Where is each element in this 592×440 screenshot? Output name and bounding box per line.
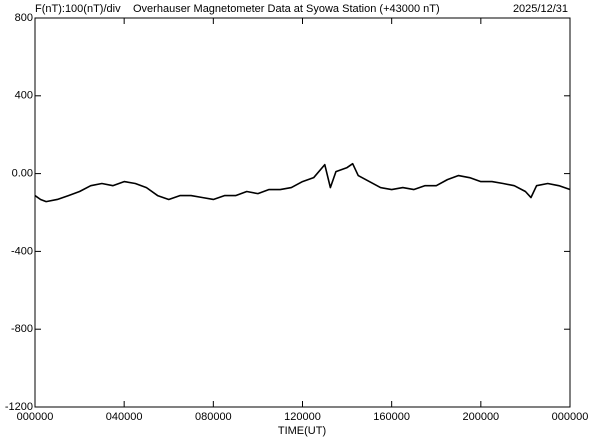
data-line — [34, 162, 571, 203]
x-tick-label: 160000 — [373, 411, 410, 423]
y-tick-label: 0.00 — [12, 168, 33, 180]
x-tick-label: 200000 — [462, 411, 499, 423]
y-tick-label: -1200 — [5, 401, 33, 413]
x-axis-label: TIME(UT) — [278, 425, 326, 437]
y-tick-label: -800 — [11, 323, 33, 335]
plot-frame — [34, 17, 571, 408]
y-tick-label: 800 — [15, 12, 33, 24]
x-tick-label: 120000 — [284, 411, 321, 423]
date-label: 2025/12/31 — [513, 3, 568, 15]
x-tick-label: 000000 — [552, 411, 589, 423]
chart-title: Overhauser Magnetometer Data at Syowa St… — [133, 3, 440, 15]
y-tick-label: 400 — [15, 90, 33, 102]
y-tick-label: -400 — [11, 245, 33, 257]
x-tick-label: 000000 — [17, 411, 54, 423]
scale-label: F(nT):100(nT)/div — [35, 3, 121, 15]
x-tick-label: 040000 — [106, 411, 143, 423]
x-tick-label: 080000 — [195, 411, 232, 423]
